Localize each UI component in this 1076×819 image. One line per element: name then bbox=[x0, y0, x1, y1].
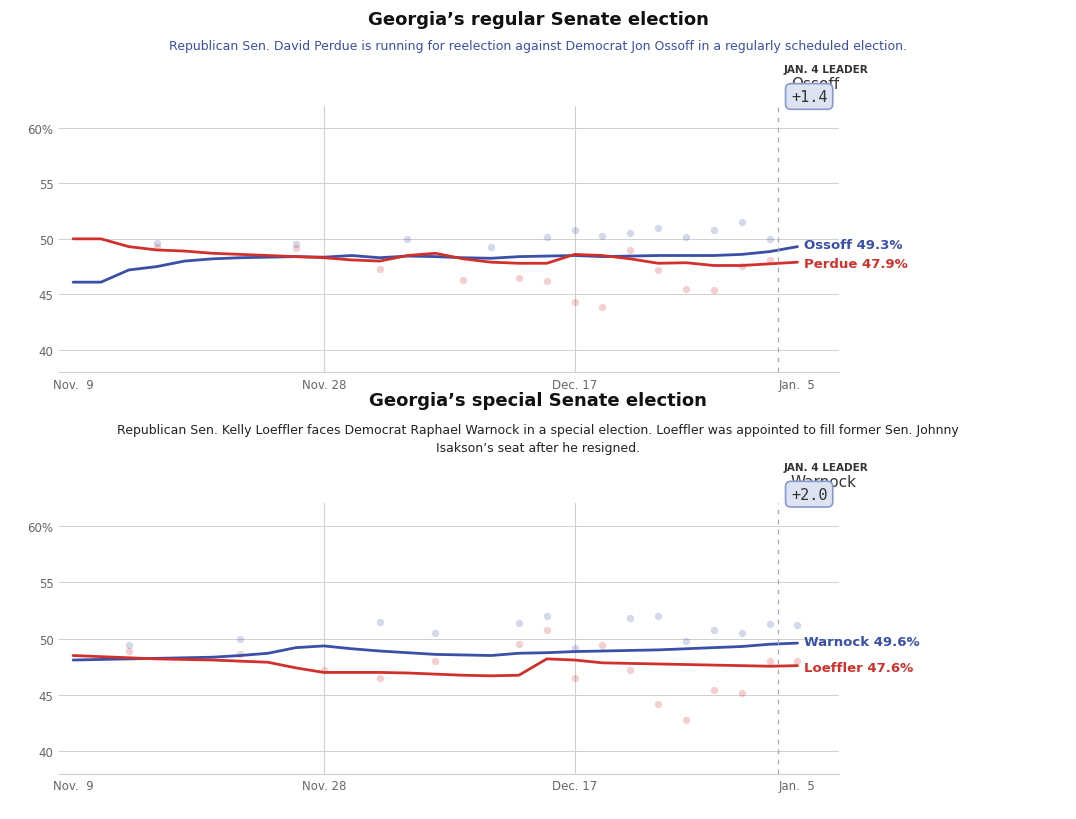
Point bbox=[733, 627, 750, 640]
Point bbox=[566, 641, 583, 654]
Text: Isakson’s seat after he resigned.: Isakson’s seat after he resigned. bbox=[436, 441, 640, 455]
Text: JAN. 4 LEADER: JAN. 4 LEADER bbox=[783, 463, 868, 473]
Point bbox=[789, 618, 806, 631]
Point bbox=[650, 264, 667, 277]
Point bbox=[761, 618, 778, 631]
Point bbox=[650, 609, 667, 622]
Point bbox=[705, 623, 722, 636]
Text: Republican Sen. David Perdue is running for reelection against Democrat Jon Osso: Republican Sen. David Perdue is running … bbox=[169, 40, 907, 53]
Point bbox=[705, 684, 722, 697]
Point bbox=[650, 222, 667, 235]
Point bbox=[231, 632, 249, 645]
Text: Ossoff: Ossoff bbox=[791, 77, 839, 92]
Text: Republican Sen. Kelly Loeffler faces Democrat Raphael Warnock in a special elect: Republican Sen. Kelly Loeffler faces Dem… bbox=[117, 423, 959, 437]
Text: JAN. 4 LEADER: JAN. 4 LEADER bbox=[783, 66, 868, 75]
Point bbox=[622, 612, 639, 625]
Point bbox=[566, 296, 583, 310]
Point bbox=[371, 615, 388, 628]
Point bbox=[482, 241, 499, 254]
Point bbox=[148, 241, 166, 254]
Point bbox=[399, 233, 416, 247]
Text: Ossoff 49.3%: Ossoff 49.3% bbox=[805, 239, 903, 252]
Text: Perdue 47.9%: Perdue 47.9% bbox=[805, 258, 908, 271]
Point bbox=[287, 242, 305, 255]
Point bbox=[594, 639, 611, 652]
Point bbox=[566, 224, 583, 238]
Point bbox=[705, 224, 722, 238]
Text: +1.4: +1.4 bbox=[791, 90, 827, 105]
Point bbox=[538, 231, 555, 244]
Point bbox=[315, 663, 332, 676]
Point bbox=[121, 645, 138, 658]
Point bbox=[510, 638, 527, 651]
Point bbox=[538, 609, 555, 622]
Point bbox=[427, 627, 444, 640]
Text: Georgia’s special Senate election: Georgia’s special Senate election bbox=[369, 391, 707, 410]
Point bbox=[733, 260, 750, 273]
Point bbox=[761, 233, 778, 247]
Point bbox=[231, 648, 249, 661]
Point bbox=[622, 228, 639, 241]
Point bbox=[454, 274, 471, 287]
Point bbox=[733, 686, 750, 699]
Point bbox=[371, 672, 388, 685]
Point bbox=[650, 698, 667, 711]
Text: +2.0: +2.0 bbox=[791, 487, 827, 502]
Point bbox=[761, 654, 778, 667]
Point bbox=[427, 654, 444, 667]
Point bbox=[594, 229, 611, 242]
Point bbox=[121, 639, 138, 652]
Point bbox=[538, 623, 555, 636]
Point bbox=[371, 263, 388, 276]
Text: Warnock 49.6%: Warnock 49.6% bbox=[805, 636, 920, 648]
Text: Warnock: Warnock bbox=[791, 474, 856, 489]
Point bbox=[789, 654, 806, 667]
Point bbox=[761, 254, 778, 267]
Point bbox=[733, 216, 750, 229]
Point bbox=[510, 617, 527, 630]
Point bbox=[148, 238, 166, 251]
Point bbox=[594, 301, 611, 314]
Point bbox=[566, 672, 583, 685]
Point bbox=[622, 244, 639, 257]
Point bbox=[678, 713, 695, 726]
Point bbox=[538, 275, 555, 288]
Text: Georgia’s regular Senate election: Georgia’s regular Senate election bbox=[368, 11, 708, 29]
Point bbox=[678, 283, 695, 296]
Point bbox=[622, 663, 639, 676]
Text: Loeffler 47.6%: Loeffler 47.6% bbox=[805, 661, 914, 674]
Point bbox=[705, 284, 722, 297]
Point bbox=[287, 238, 305, 251]
Point bbox=[678, 231, 695, 244]
Point bbox=[678, 635, 695, 648]
Point bbox=[510, 272, 527, 285]
